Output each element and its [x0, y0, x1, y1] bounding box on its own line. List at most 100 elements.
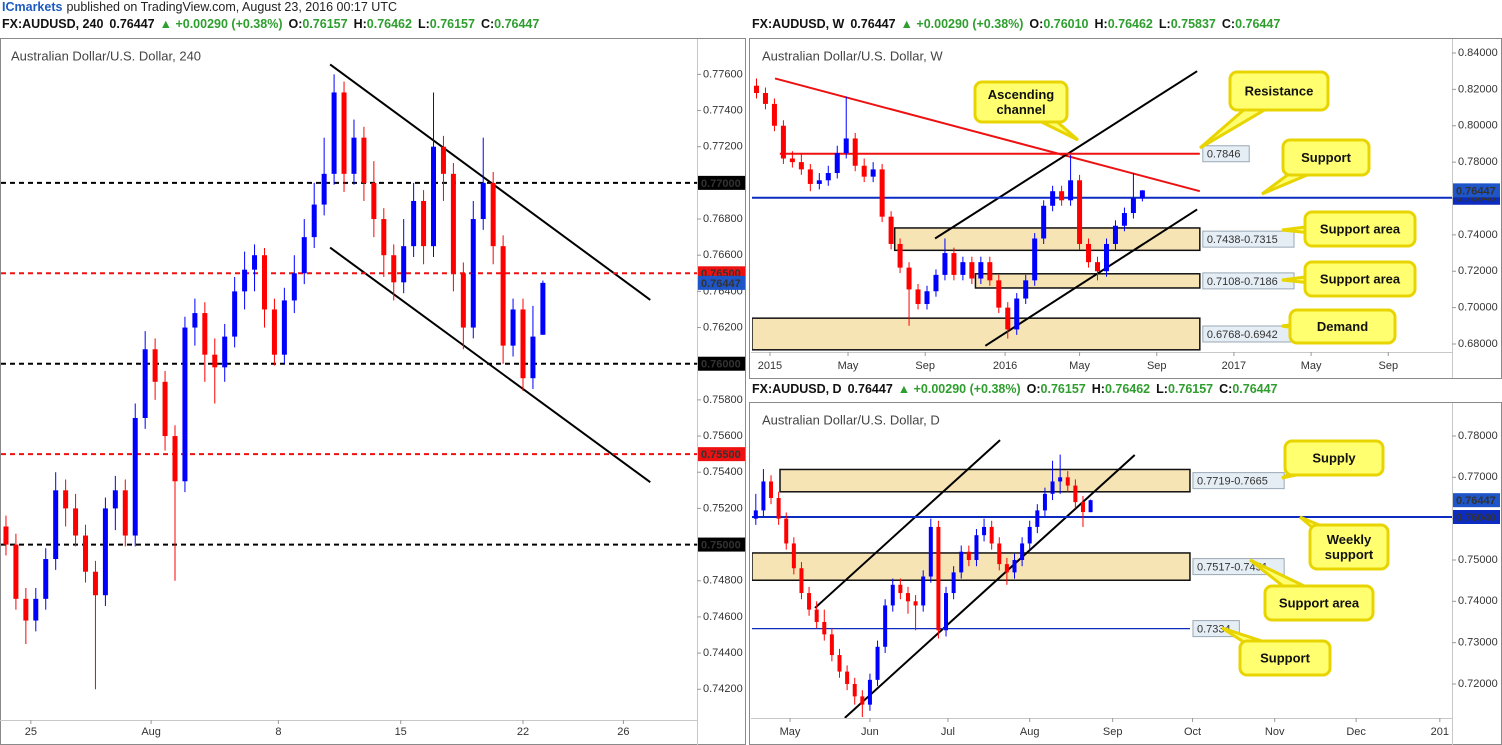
candle-body: [271, 309, 277, 355]
candle-body: [807, 169, 813, 184]
publish-line: ICmarkets published on TradingView.com, A…: [2, 0, 397, 14]
candle-body: [1005, 307, 1011, 330]
ohlc-value: 0.76010: [1043, 17, 1088, 31]
candle-body: [1112, 225, 1118, 244]
candle-body: [928, 526, 933, 577]
candle-body: [1032, 238, 1038, 281]
callout-box: [1263, 584, 1375, 622]
candle-body: [1086, 243, 1092, 263]
candle-body: [969, 262, 975, 279]
candle-body: [867, 679, 872, 705]
candle-body: [431, 146, 437, 247]
candle-body: [776, 497, 781, 519]
change: ▲ +0.00290 (+0.38%): [160, 17, 283, 31]
candle-body: [1042, 493, 1047, 511]
candle-body: [966, 551, 971, 560]
candle-body: [421, 200, 427, 247]
candle-body: [936, 526, 941, 631]
ohlc-label: H:: [1092, 382, 1105, 396]
candle-body: [780, 125, 786, 159]
x-tick-label: May: [1301, 360, 1322, 372]
price-tag: [698, 356, 745, 371]
candle-body: [192, 313, 198, 328]
candle-body: [982, 526, 987, 536]
callout-text: channel: [996, 102, 1045, 117]
candle-body: [791, 543, 796, 569]
candle-body: [291, 273, 297, 301]
callout-text: Ascending: [988, 87, 1055, 102]
candle-body: [321, 173, 327, 205]
candle-body: [391, 255, 397, 283]
candle-body: [1050, 481, 1055, 494]
candle-body: [829, 634, 834, 656]
candle-body: [371, 182, 377, 220]
ohlc-label: O:: [1029, 17, 1043, 31]
callout-text: Support: [1301, 150, 1351, 165]
price-tag-label: 0.75000: [701, 539, 741, 551]
trend-line: [934, 70, 1198, 240]
candle-body: [202, 313, 208, 355]
x-tick-label: 8: [275, 726, 281, 738]
x-tick-label: Jun: [861, 726, 879, 738]
candle-body: [1080, 502, 1085, 513]
callout-box: [1303, 260, 1417, 298]
candle-body: [53, 490, 59, 560]
x-tick-label: 22: [517, 726, 529, 738]
callout-box: [1283, 439, 1385, 477]
price-tag: [698, 175, 745, 190]
candle-body: [974, 535, 979, 560]
candle-body: [1077, 180, 1083, 244]
y-tick-label: 0.74200: [703, 683, 743, 695]
x-tick-label: Sep: [1147, 360, 1167, 372]
candle-body: [987, 262, 993, 281]
candle-body: [861, 165, 867, 177]
candle-body: [997, 543, 1002, 565]
callout-box: [1303, 210, 1417, 248]
y-tick-label: 0.74800: [703, 575, 743, 587]
candle-body: [798, 162, 804, 170]
zone-label: 0.7517-0.7451: [1197, 562, 1268, 574]
candle-body: [1065, 477, 1070, 486]
chart-header: FX:AUDUSD, W 0.76447 ▲ +0.00290 (+0.38%) O:…: [752, 17, 1280, 31]
ohlc-label: O:: [288, 17, 302, 31]
callout-text: Resistance: [1245, 83, 1314, 98]
published-text: published on TradingView.com, August 23,…: [66, 0, 397, 14]
candle-body: [401, 246, 407, 283]
candle-body: [33, 598, 39, 621]
line-label: 0.7846: [1207, 149, 1241, 161]
candle-body: [73, 508, 79, 536]
ohlc-value: 0.76447: [1232, 382, 1277, 396]
y-tick-label: 0.78000: [1458, 430, 1498, 442]
y-tick-label: 0.77000: [1458, 471, 1498, 483]
plot: [1, 63, 697, 690]
candle-body: [331, 92, 337, 174]
ohlc-value: 0.76462: [1105, 382, 1150, 396]
candle-body: [1014, 298, 1020, 330]
candle-body: [83, 535, 89, 572]
x-tick-label: 26: [617, 726, 629, 738]
candle-body: [762, 93, 768, 104]
candle-body: [510, 309, 516, 346]
callout-text: Support area: [1279, 595, 1360, 610]
candle-body: [905, 593, 910, 602]
publisher[interactable]: ICmarkets: [2, 0, 62, 14]
zone-label-box: [1202, 230, 1295, 248]
ohlc-label: L:: [418, 17, 430, 31]
y-tick-label: 0.84000: [1458, 47, 1498, 59]
callout-text: Demand: [1317, 319, 1368, 334]
chart-title: Australian Dollar/U.S. Dollar, W: [762, 48, 943, 63]
candle-body: [480, 182, 486, 220]
callout-box: [973, 80, 1069, 124]
y-tick-label: 0.77400: [703, 104, 743, 116]
candle-body: [162, 381, 168, 437]
candle-body: [1035, 510, 1040, 527]
candle-body: [132, 417, 138, 536]
candle-body: [381, 219, 387, 256]
candle-body: [341, 92, 347, 174]
candle-body: [1103, 243, 1109, 272]
y-tick-label: 0.75800: [703, 394, 743, 406]
last-price-tag: [1453, 493, 1500, 508]
candle-body: [1068, 180, 1074, 201]
